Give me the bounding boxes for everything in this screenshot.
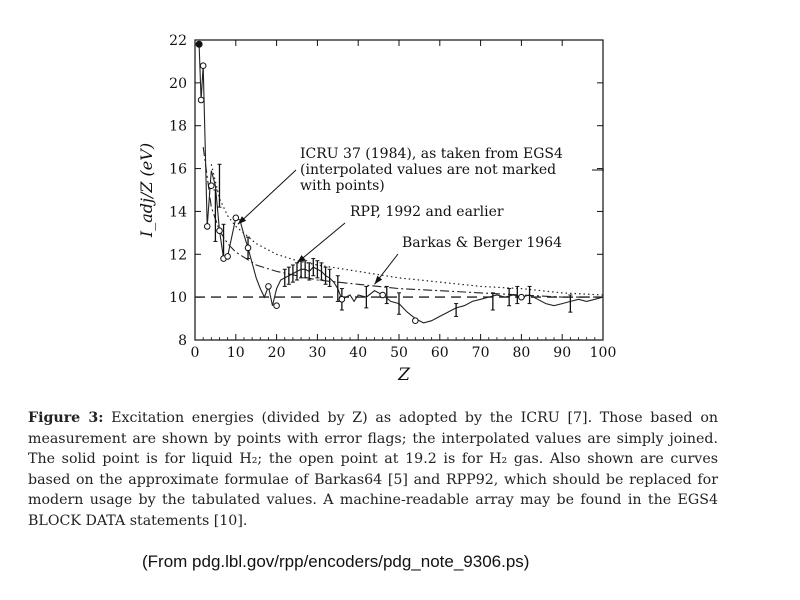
x-tick-label: 100 [590, 345, 617, 361]
open-point [265, 283, 272, 290]
annotation-arrowhead [374, 275, 383, 285]
open-point [244, 244, 252, 252]
series-line-dash-dot [202, 147, 603, 298]
y-tick-label: 12 [169, 247, 187, 263]
annotation-text: with points) [300, 178, 385, 194]
y-axis-label: I_adj/Z (eV) [137, 143, 156, 238]
y-tick-label: 10 [169, 290, 187, 306]
open-point [216, 227, 223, 235]
x-tick-label: 40 [349, 345, 367, 361]
annotation-text: RPP, 1992 and earlier [350, 204, 504, 220]
solid-point [195, 40, 203, 48]
open-point [199, 62, 207, 70]
x-tick-label: 70 [472, 345, 490, 361]
x-tick-label: 60 [431, 345, 449, 361]
y-tick-label: 22 [169, 33, 187, 49]
y-tick-label: 16 [169, 162, 187, 178]
source-note: (From pdg.lbl.gov/rpp/encoders/pdg_note_… [142, 552, 530, 571]
caption-label: Figure 3: [28, 410, 104, 426]
x-tick-label: 30 [308, 345, 326, 361]
series-line-dotted [210, 164, 604, 296]
open-point [273, 302, 280, 310]
y-tick-label: 8 [178, 333, 187, 349]
annotation-text: ICRU 37 (1984), as taken from EGS4 [300, 146, 563, 162]
open-point [208, 182, 215, 190]
open-point [518, 293, 525, 301]
caption-text: Excitation energies (divided by Z) as ad… [28, 410, 718, 529]
chart: 0 10 20 30 40 50 60 70 80 90 100 8 10 12 14 16 18 20 22 IC… [137, 33, 616, 385]
open-point [379, 291, 386, 299]
x-tick-label: 0 [191, 345, 200, 361]
series-line-solid [198, 44, 604, 324]
series-lines [195, 44, 604, 324]
annotation-text: Barkas & Berger 1964 [402, 235, 562, 251]
x-tick-label: 90 [553, 345, 571, 361]
annotation-text: (interpolated values are not marked [300, 162, 556, 178]
y-tick-label: 18 [169, 119, 187, 135]
axis-ticks: 0 10 20 30 40 50 60 70 80 90 100 8 10 12 14 16 18 20 22 [169, 33, 616, 361]
annotation-arrowhead [297, 255, 306, 263]
y-tick-label: 20 [169, 76, 187, 92]
annotation-arrow [237, 169, 297, 225]
figure-caption: Figure 3: Excitation energies (divided b… [28, 408, 718, 532]
open-point [412, 317, 419, 325]
open-point [338, 295, 346, 303]
open-point [203, 223, 211, 230]
x-tick-label: 80 [512, 345, 530, 361]
open-point [197, 96, 205, 104]
annotation-arrowhead [237, 216, 247, 225]
x-tick-label: 10 [227, 345, 245, 361]
open-point [232, 214, 240, 222]
x-tick-label: 50 [390, 345, 408, 361]
annotations: ICRU 37 (1984), as taken from EGS4(inter… [237, 146, 604, 285]
annotation-arrow [296, 222, 346, 264]
open-point [224, 253, 231, 260]
y-tick-label: 14 [169, 204, 187, 220]
data-points [195, 40, 573, 325]
x-tick-label: 20 [268, 345, 286, 361]
x-axis-label: Z [397, 365, 411, 385]
